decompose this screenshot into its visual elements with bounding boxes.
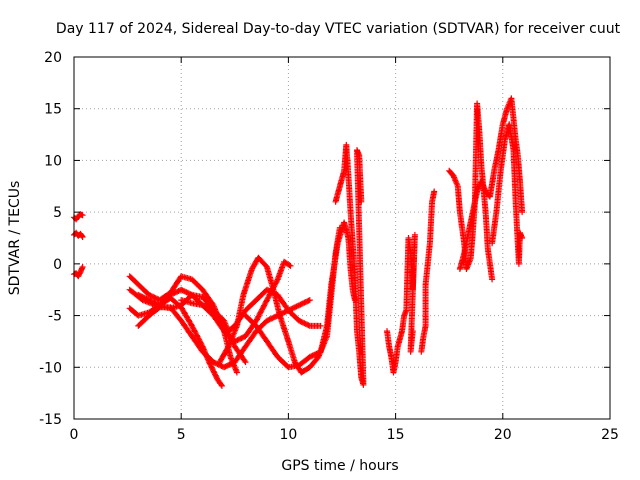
y-tick-label: 0 [53,257,62,273]
y-tick-label: -5 [48,309,62,325]
chart-title: Day 117 of 2024, Sidereal Day-to-day VTE… [56,21,621,37]
y-tick-label: 10 [44,153,62,169]
y-axis-label: SDTVAR / TECUs [7,181,23,296]
series-markers [384,231,418,376]
series-markers [71,264,86,280]
grid [74,57,610,419]
series-sat-n [418,188,438,355]
series-markers [71,211,86,223]
series-sat-l [332,141,367,388]
y-tick-label: 20 [44,50,62,66]
series-markers [332,141,367,388]
plot-frame [73,56,611,420]
series-sat-q [489,121,526,267]
series-markers [418,188,438,355]
series-markers [456,95,526,272]
series-sat-c [71,264,86,280]
x-axis-label: GPS time / hours [281,458,398,474]
series-markers [489,121,526,267]
x-tick-label: 5 [177,427,186,443]
y-tick-label: 5 [53,205,62,221]
series-markers [71,229,86,240]
y-tick-label: -10 [39,360,62,376]
series-sat-k [242,219,358,371]
series-sat-b [71,229,86,240]
series-sat-m [384,231,418,376]
y-tick-label: 15 [44,102,62,118]
y-tick-label: -15 [39,412,62,428]
x-tick-label: 20 [494,427,512,443]
series-markers [242,219,358,371]
series-sat-a [71,211,86,223]
x-tick-label: 10 [279,427,297,443]
axis-ticks: 0 5 10 15 20 25 -15 -10 -5 0 5 10 15 20 [39,50,619,443]
x-tick-label: 0 [70,427,79,443]
data-marks [71,95,526,389]
x-tick-label: 25 [601,427,619,443]
series-sat-p [456,95,526,272]
x-tick-label: 15 [387,427,405,443]
